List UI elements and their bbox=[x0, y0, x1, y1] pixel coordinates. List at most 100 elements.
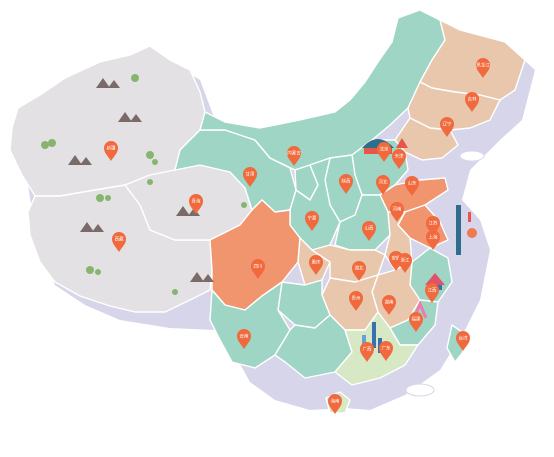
pin-guizhou[interactable]: 贵州 bbox=[349, 291, 363, 311]
pin-label: 重庆 bbox=[312, 259, 321, 266]
pin-label: 山东 bbox=[408, 180, 417, 187]
pin-heilongjiang[interactable]: 黑龙江 bbox=[476, 58, 490, 78]
pin-tibet[interactable]: 西藏 bbox=[112, 232, 126, 252]
pin-label: 湖南 bbox=[385, 299, 394, 306]
pin-beijing[interactable]: 北京 bbox=[377, 142, 391, 162]
mountain-icon bbox=[68, 78, 214, 282]
pin-qinghai[interactable]: 青海 bbox=[189, 194, 203, 214]
pin-jiangxi[interactable]: 江西 bbox=[425, 283, 439, 303]
pin-chongqing[interactable]: 重庆 bbox=[309, 255, 323, 275]
pin-label: 甘肃 bbox=[246, 171, 255, 178]
map-pin-icon bbox=[339, 174, 353, 194]
pin-label: 广西 bbox=[363, 346, 372, 353]
map-pin-icon bbox=[382, 295, 396, 315]
pin-label: 山西 bbox=[365, 225, 374, 232]
pin-liaoning[interactable]: 辽宁 bbox=[440, 117, 454, 137]
map-pin-icon bbox=[328, 394, 342, 414]
pin-label: 陕西 bbox=[342, 178, 351, 185]
map-pin-icon bbox=[362, 221, 376, 241]
map-pin-icon bbox=[287, 146, 301, 166]
pin-zhejiang[interactable]: 浙江 bbox=[398, 253, 412, 273]
pin-label: 浙江 bbox=[401, 257, 410, 264]
map-pin-icon bbox=[465, 92, 479, 112]
map-pin-icon bbox=[426, 230, 440, 250]
tower-icon bbox=[456, 205, 477, 255]
map-pin-icon bbox=[476, 58, 490, 78]
pin-label: 河南 bbox=[393, 206, 402, 213]
pin-label: 四川 bbox=[254, 264, 263, 270]
map-pin-icon bbox=[305, 211, 319, 231]
pin-label: 西藏 bbox=[115, 236, 124, 243]
pin-tianjin[interactable]: 天津 bbox=[392, 149, 406, 169]
map-pin-icon bbox=[349, 291, 363, 311]
pin-shanxi[interactable]: 山西 bbox=[362, 221, 376, 241]
pin-shanghai[interactable]: 上海 bbox=[426, 230, 440, 250]
map-pin-icon bbox=[425, 283, 439, 303]
pin-label: 江西 bbox=[428, 287, 437, 294]
map-pin-icon bbox=[376, 175, 390, 195]
pin-fujian[interactable]: 福建 bbox=[409, 312, 423, 332]
map-pin-icon bbox=[440, 117, 454, 137]
pin-label: 内蒙古 bbox=[287, 150, 301, 157]
pin-shaanxi[interactable]: 陕西 bbox=[339, 174, 353, 194]
pin-gansu[interactable]: 甘肃 bbox=[243, 167, 257, 187]
pin-label: 云南 bbox=[240, 333, 249, 340]
pin-label: 天津 bbox=[395, 153, 404, 160]
map-pin-icon bbox=[392, 149, 406, 169]
pin-label: 宁夏 bbox=[308, 215, 317, 222]
pin-label: 吉林 bbox=[468, 96, 477, 103]
pin-hainan[interactable]: 海南 bbox=[328, 394, 342, 414]
map-pin-icon bbox=[390, 202, 404, 222]
map-pin-icon bbox=[377, 142, 391, 162]
map-pin-icon bbox=[360, 342, 374, 362]
pin-label: 贵州 bbox=[352, 295, 361, 302]
pin-inner-mongolia[interactable]: 内蒙古 bbox=[287, 146, 301, 166]
map-pin-icon bbox=[237, 329, 251, 349]
pin-shandong[interactable]: 山东 bbox=[405, 176, 419, 196]
pin-xinjiang[interactable]: 新疆 bbox=[104, 141, 118, 161]
map-pin-icon bbox=[398, 253, 412, 273]
pin-taiwan[interactable]: 台湾 bbox=[456, 331, 470, 351]
decorations bbox=[41, 74, 247, 295]
map-pin-icon bbox=[104, 141, 118, 161]
pin-ningxia[interactable]: 宁夏 bbox=[305, 211, 319, 231]
pin-label: 台湾 bbox=[459, 335, 468, 342]
map-pin-icon bbox=[379, 341, 393, 361]
map-pin-icon bbox=[456, 331, 470, 351]
pin-label: 辽宁 bbox=[443, 121, 452, 128]
map-pin-icon bbox=[189, 194, 203, 214]
pin-henan[interactable]: 河南 bbox=[390, 202, 404, 222]
pin-label: 广东 bbox=[382, 345, 391, 352]
pin-jilin[interactable]: 吉林 bbox=[465, 92, 479, 112]
tree-icon bbox=[41, 74, 247, 295]
pin-label: 江苏 bbox=[429, 220, 438, 227]
pin-label: 新疆 bbox=[107, 145, 116, 152]
pin-hubei[interactable]: 湖北 bbox=[352, 261, 366, 281]
pin-guangdong[interactable]: 广东 bbox=[379, 341, 393, 361]
pin-label: 北京 bbox=[380, 146, 389, 153]
map-pin-icon bbox=[409, 312, 423, 332]
pin-guangxi[interactable]: 广西 bbox=[360, 342, 374, 362]
map-pin-icon bbox=[405, 176, 419, 196]
map-pin-icon bbox=[251, 259, 265, 279]
province-jilin[interactable] bbox=[407, 81, 501, 131]
map-pin-icon bbox=[309, 255, 323, 275]
pin-hebei[interactable]: 河北 bbox=[376, 175, 390, 195]
pin-sichuan[interactable]: 四川 bbox=[251, 259, 265, 279]
pin-label: 河北 bbox=[379, 179, 388, 186]
pin-label: 青海 bbox=[192, 198, 201, 205]
pin-yunnan[interactable]: 云南 bbox=[237, 329, 251, 349]
province-hubei[interactable] bbox=[311, 244, 386, 283]
map-pin-icon bbox=[352, 261, 366, 281]
pin-label: 湖北 bbox=[355, 265, 364, 272]
province-guangdong[interactable] bbox=[334, 311, 419, 386]
pin-label: 黑龙江 bbox=[476, 62, 490, 69]
pin-label: 福建 bbox=[412, 316, 421, 323]
pin-hunan[interactable]: 湖南 bbox=[382, 295, 396, 315]
cloud-icon bbox=[405, 150, 485, 397]
pin-label: 安徽 bbox=[392, 255, 401, 262]
pin-label: 上海 bbox=[429, 234, 438, 241]
